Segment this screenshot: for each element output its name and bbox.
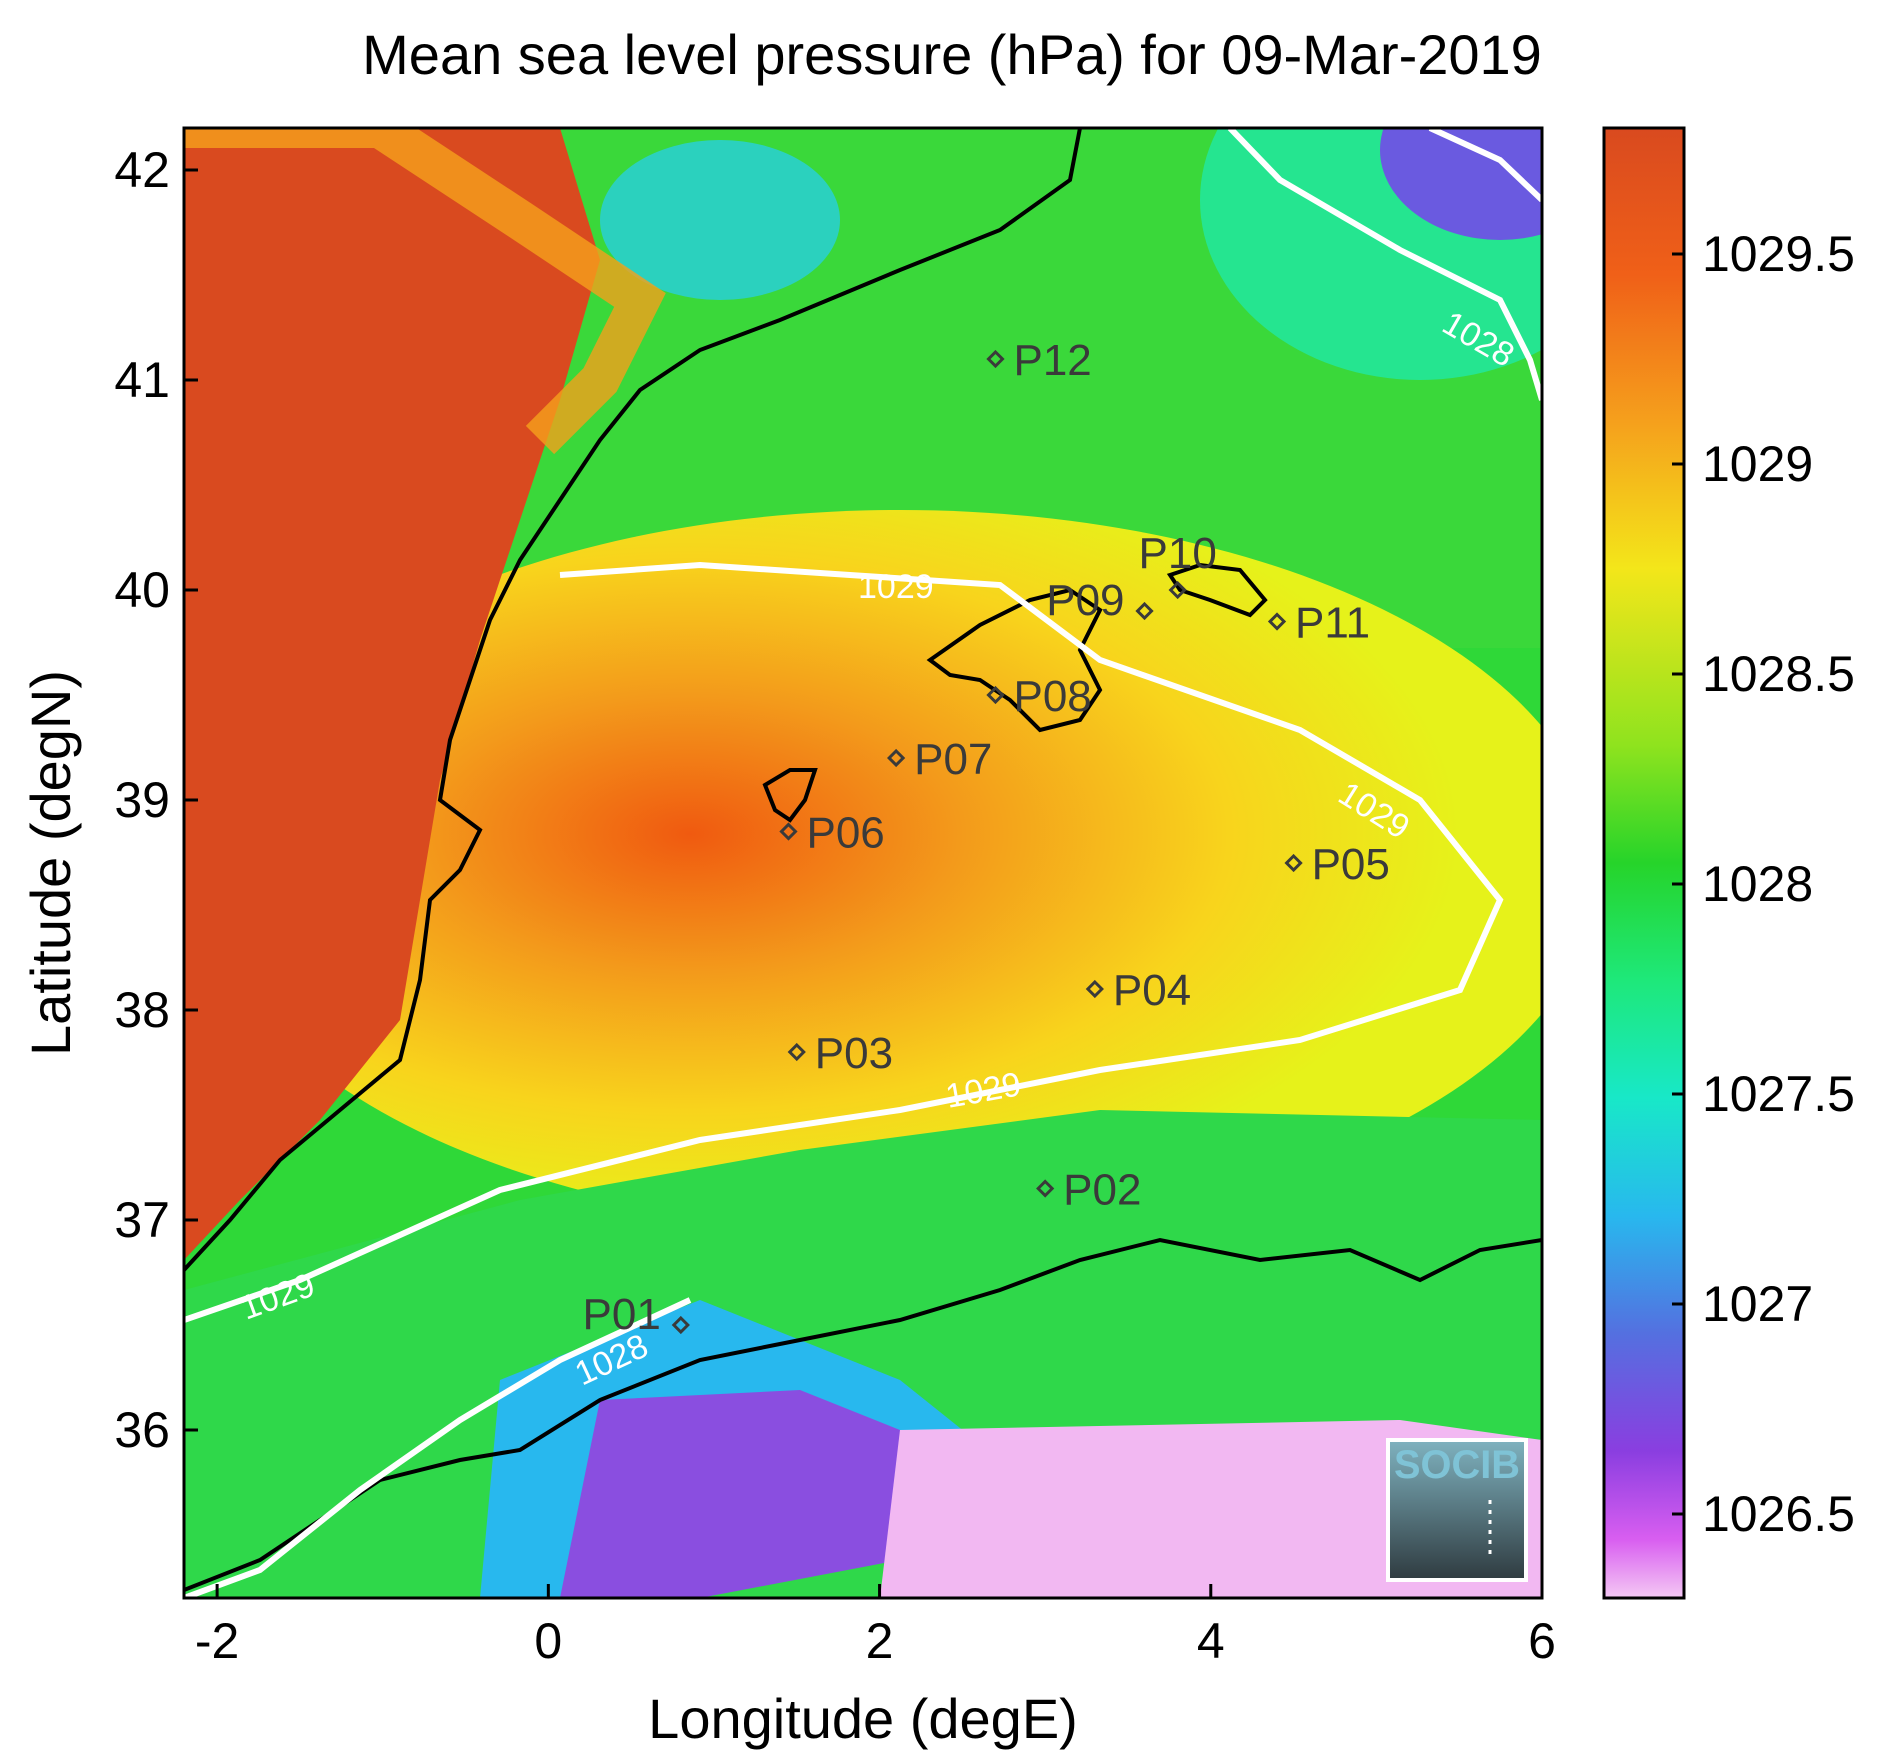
x-tick-label: 2	[866, 1613, 894, 1669]
x-tick-label: -2	[195, 1613, 239, 1669]
station-marker	[787, 1042, 806, 1062]
station-marker	[1284, 853, 1303, 873]
y-tick-label: 39	[114, 772, 170, 828]
station-label: P03	[815, 1029, 893, 1078]
station-layer: P01 P02 P03 P04 P05 P06 P07 P08 P09 P10 P11 P12	[583, 336, 1390, 1339]
logo-text: SOCIB	[1394, 1443, 1520, 1487]
colorbar-tick-label: 1027	[1702, 1276, 1813, 1332]
station-label: P09	[1046, 576, 1124, 625]
station-label: P04	[1113, 966, 1191, 1015]
y-axis-label: Latitude (degN)	[19, 670, 82, 1056]
colorbar-tick-label: 1028	[1702, 856, 1813, 912]
colorbar-tick-label: 1026.5	[1702, 1486, 1855, 1542]
x-axis-ticks: -2 0 2 4 6	[195, 1584, 1556, 1669]
station-marker	[1267, 612, 1287, 631]
station-label: P06	[806, 809, 884, 858]
y-tick-label: 40	[114, 562, 170, 618]
x-tick-label: 0	[534, 1613, 562, 1669]
station-label: P12	[1013, 336, 1091, 385]
x-tick-label: 6	[1528, 1613, 1556, 1669]
y-axis-ticks: 42 41 40 39 38 37 36	[114, 142, 198, 1458]
y-tick-label: 36	[114, 1402, 170, 1458]
x-axis-label: Longitude (degE)	[648, 1687, 1078, 1750]
isobars	[184, 128, 1542, 1598]
socib-logo: SOCIB	[1386, 1438, 1528, 1582]
station-marker	[986, 349, 1005, 369]
plot-frame	[182, 126, 1544, 1600]
map-title: Mean sea level pressure (hPa) for 09-Mar…	[362, 23, 1542, 86]
coastlines	[184, 128, 1542, 1592]
station-marker	[887, 748, 906, 768]
station-marker	[1085, 979, 1104, 999]
colorbar-ticks: 1029.5 1029 1028.5 1028 1027.5 1027 1026.5	[1672, 226, 1855, 1542]
pressure-field	[184, 128, 1542, 1598]
contour-label: 1029	[858, 568, 934, 606]
colorbar-tick-label: 1027.5	[1702, 1066, 1855, 1122]
station-label: P02	[1063, 1166, 1141, 1215]
station-marker	[1036, 1179, 1055, 1198]
station-label: P10	[1139, 529, 1217, 578]
y-tick-label: 37	[114, 1192, 170, 1248]
colorbar	[1602, 126, 1686, 1600]
station-marker	[986, 685, 1005, 705]
y-tick-label: 42	[114, 142, 170, 198]
colorbar-tick-label: 1029	[1702, 436, 1813, 492]
station-marker	[1135, 601, 1154, 621]
colorbar-tick-label: 1029.5	[1702, 226, 1855, 282]
station-label: P07	[914, 735, 992, 784]
y-tick-label: 41	[114, 352, 170, 408]
station-label: P08	[1013, 672, 1091, 721]
station-marker	[779, 822, 798, 841]
station-label: P11	[1295, 599, 1370, 648]
y-tick-label: 38	[114, 982, 170, 1038]
station-label: P01	[583, 1290, 661, 1339]
station-marker	[1168, 580, 1187, 600]
colorbar-tick-label: 1028.5	[1702, 646, 1855, 702]
station-marker	[671, 1315, 690, 1335]
x-tick-label: 4	[1197, 1613, 1225, 1669]
station-label: P05	[1312, 840, 1390, 889]
